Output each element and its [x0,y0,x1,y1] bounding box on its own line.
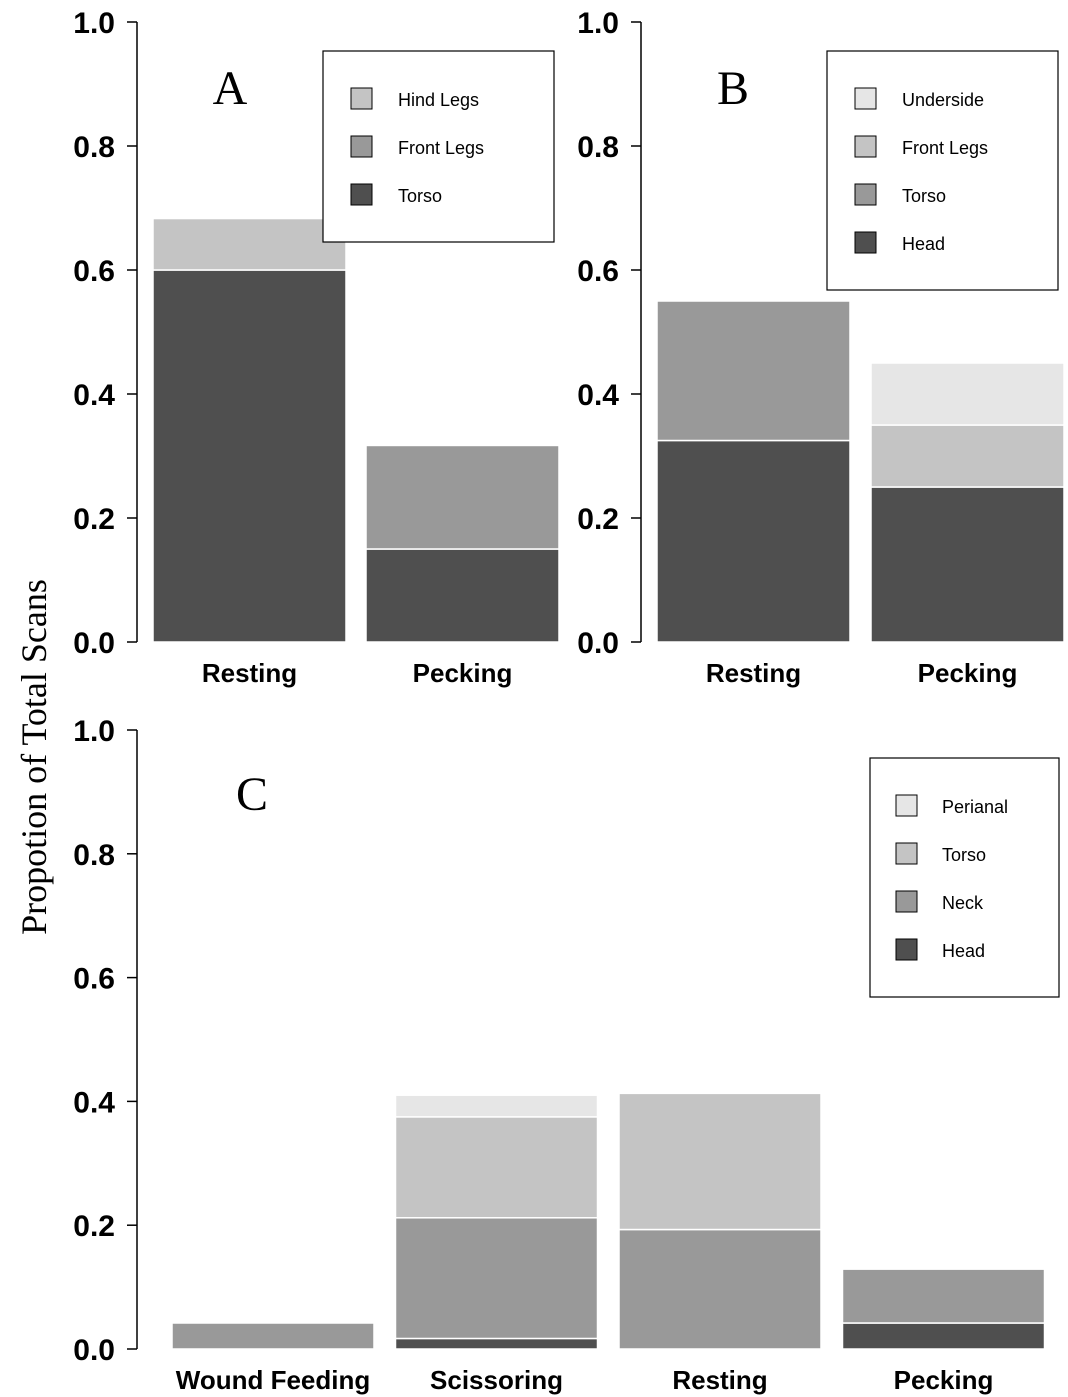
legend: Perianal Torso Neck Head [869,757,1060,998]
legend-swatch [854,183,877,206]
legend-swatch [350,183,373,206]
legend-label: Perianal [942,797,1008,817]
y-tick-label: 0.6 [73,963,115,996]
bar-segment-torso [365,548,560,643]
y-tick-label: 0.8 [73,131,115,164]
x-category-label: Scissoring [430,1365,563,1395]
bar-segment-neck [394,1217,599,1340]
bar-segment-underside [870,362,1065,426]
y-tick-label: 0.0 [73,1334,115,1367]
legend: Underside Front Legs Torso Head [826,50,1059,291]
bar-segment-head [394,1337,599,1350]
bar-segment-head [841,1322,1046,1350]
x-category-label: Wound Feeding [176,1365,371,1395]
panel-b: 0.0 0.2 0.4 0.6 0.8 1.0 Resting Pecking B Undersi… [577,7,1065,688]
legend-label: Neck [942,893,984,913]
legend-swatch [895,794,918,817]
bar-segment-perianal [394,1094,599,1118]
legend-label: Front Legs [398,138,484,158]
y-tick-label: 0.2 [73,503,115,536]
bar-segment-front-legs [365,444,560,550]
bar-segment-neck [841,1268,1046,1324]
y-tick-label: 0.2 [577,503,619,536]
panel-letter: B [717,62,749,115]
legend-label: Head [942,941,985,961]
legend-swatch [895,842,918,865]
legend-swatch [895,890,918,913]
y-axis-label: Propotion of Total Scans [14,579,54,935]
panel-c: 0.0 0.2 0.4 0.6 0.8 1.0 Wound Feeding Scissorin… [73,715,1060,1395]
x-category-label: Resting [706,658,801,688]
legend-label: Torso [902,186,946,206]
legend-swatch [854,87,877,110]
y-tick-label: 0.2 [73,1210,115,1243]
panel-letter: A [213,62,248,115]
legend-box [826,50,1059,291]
y-tick-label: 0.8 [577,131,619,164]
x-category-label: Resting [202,658,297,688]
y-tick-label: 0.8 [73,839,115,872]
y-tick-label: 0.0 [577,627,619,660]
bar-segment-neck [618,1228,822,1350]
y-tick-label: 1.0 [73,7,115,40]
legend-label: Torso [942,845,986,865]
legend-swatch [895,938,918,961]
bar-segment-torso [656,300,851,442]
y-tick-label: 1.0 [73,715,115,748]
y-tick-label: 0.4 [73,1086,115,1119]
legend-swatch [350,135,373,158]
legend-box [322,50,555,243]
legend-label: Torso [398,186,442,206]
y-tick-label: 0.0 [73,627,115,660]
x-category-label: Pecking [894,1365,994,1395]
x-category-label: Resting [672,1365,767,1395]
x-category-label: Pecking [918,658,1018,688]
legend-label: Hind Legs [398,90,479,110]
bar-segment-head [870,486,1065,643]
legend-box [869,757,1060,998]
legend-label: Head [902,234,945,254]
legend-label: Underside [902,90,984,110]
y-tick-label: 0.6 [577,255,619,288]
legend: Hind Legs Front Legs Torso [322,50,555,243]
y-tick-label: 0.4 [577,379,619,412]
x-category-label: Pecking [413,658,513,688]
bar-segment-torso [394,1116,599,1219]
bar-segment-head [656,439,851,643]
bar-segment-neck [171,1322,375,1350]
y-tick-label: 0.6 [73,255,115,288]
legend-swatch [854,231,877,254]
bar-segment-front-legs [870,424,1065,488]
legend-swatch [350,87,373,110]
panel-a: 0.0 0.2 0.4 0.6 0.8 1.0 Resting Pecking A Hind Le… [73,7,560,688]
y-tick-label: 0.4 [73,379,115,412]
bar-segment-torso [618,1092,822,1231]
legend-swatch [854,135,877,158]
bar-segment-torso [152,269,347,643]
y-tick-label: 1.0 [577,7,619,40]
legend-label: Front Legs [902,138,988,158]
panel-letter: C [236,768,268,821]
bar-segment-hind-legs [152,217,347,271]
